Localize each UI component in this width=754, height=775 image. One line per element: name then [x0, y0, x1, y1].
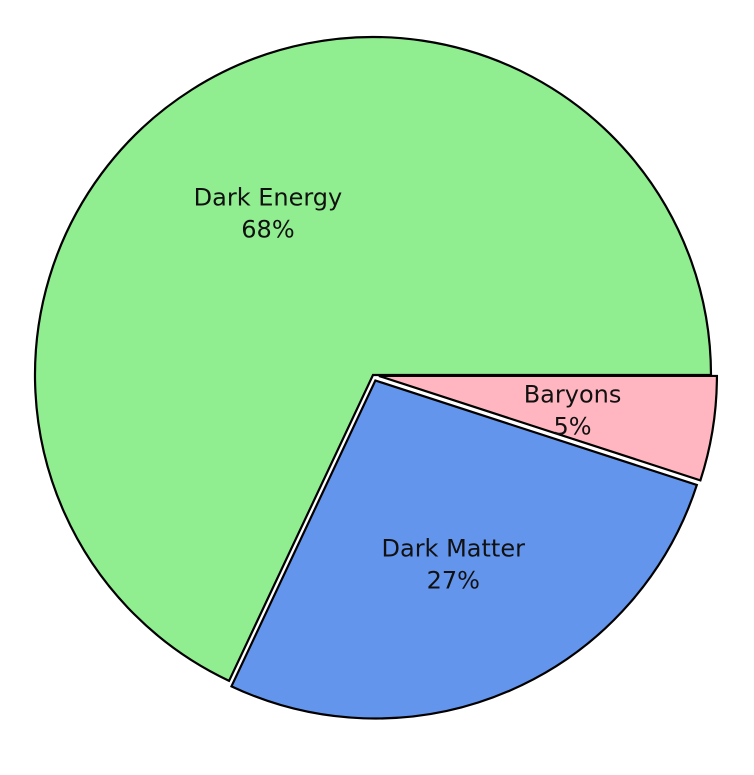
slice-label-dark-matter: Dark Matter — [382, 534, 526, 562]
slice-value-baryons: 5% — [554, 413, 592, 441]
slice-value-dark-matter: 27% — [427, 566, 480, 594]
pie-slices — [33, 35, 719, 720]
pie-slice-dark-energy — [33, 35, 713, 683]
slice-label-dark-energy: Dark Energy — [194, 183, 343, 211]
pie-slice-dark-matter — [230, 379, 699, 720]
slice-label-baryons: Baryons — [524, 381, 622, 409]
slice-value-dark-energy: 68% — [241, 215, 294, 243]
pie-slice-baryons — [378, 374, 719, 482]
pie-labels: Baryons 5% Dark Matter 27% Dark Energy 68% — [194, 183, 622, 594]
